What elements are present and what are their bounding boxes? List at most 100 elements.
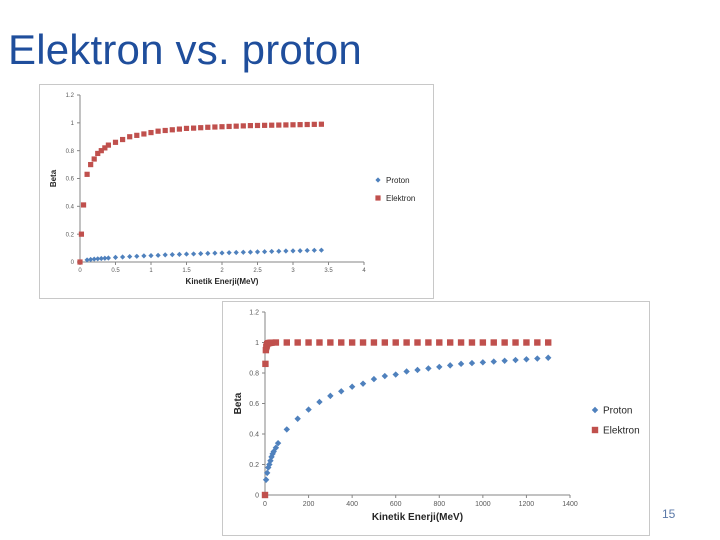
data-point-elektron: [468, 339, 476, 346]
y-tick-label: 0: [255, 492, 259, 499]
y-tick-label: 0.4: [249, 431, 259, 438]
data-point-proton: [490, 358, 497, 365]
x-tick-label: 1400: [562, 501, 578, 508]
data-point-elektron: [219, 124, 225, 130]
data-point-elektron: [191, 125, 197, 131]
data-point-proton: [425, 365, 432, 372]
data-point-proton: [240, 249, 246, 255]
x-tick-label: 1: [149, 268, 153, 274]
legend-marker-proton: [375, 177, 381, 183]
page-number: 15: [662, 507, 676, 521]
data-point-elektron: [127, 134, 133, 140]
data-point-proton: [141, 253, 147, 259]
data-point-elektron: [446, 339, 454, 346]
data-point-proton: [254, 249, 261, 255]
series-proton: [261, 354, 552, 499]
data-point-elektron: [205, 124, 211, 130]
data-point-proton: [88, 256, 94, 263]
legend-marker-proton: [591, 406, 599, 414]
data-point-elektron: [262, 122, 268, 128]
data-point-proton: [127, 253, 133, 260]
data-point-proton: [226, 250, 232, 256]
data-point-proton: [290, 248, 296, 254]
y-tick-label: 1: [71, 121, 75, 127]
data-point-proton: [176, 251, 182, 257]
x-tick-label: 3: [291, 268, 295, 274]
data-point-proton: [283, 248, 289, 254]
x-axis-title: Kinetik Enerji(MeV): [186, 277, 259, 286]
data-point-elektron: [392, 339, 399, 346]
data-point-elektron: [327, 339, 334, 346]
data-point-elektron: [534, 339, 541, 346]
data-point-proton: [247, 249, 253, 255]
legend-label-proton: Proton: [603, 406, 632, 417]
data-point-proton: [297, 248, 303, 254]
data-point-elektron: [262, 360, 269, 368]
data-point-proton: [169, 252, 175, 258]
y-tick-label: 0.6: [66, 177, 75, 183]
x-tick-label: 1.5: [182, 268, 191, 274]
data-point-elektron: [134, 132, 140, 138]
data-point-elektron: [105, 142, 111, 148]
data-point-elektron: [545, 339, 552, 346]
data-point-proton: [534, 355, 541, 362]
legend-label-elektron: Elektron: [603, 426, 640, 437]
data-point-elektron: [359, 339, 367, 346]
data-point-proton: [381, 372, 389, 380]
data-point-elektron: [102, 145, 108, 151]
data-point-elektron: [297, 122, 303, 128]
data-point-elektron: [305, 339, 312, 346]
data-point-proton: [212, 250, 218, 256]
data-point-proton: [205, 250, 211, 256]
data-point-proton: [269, 248, 275, 255]
data-point-proton: [359, 380, 367, 387]
data-point-proton: [468, 359, 476, 367]
data-point-proton: [267, 457, 274, 464]
data-point-proton: [523, 356, 530, 363]
x-tick-label: 0: [263, 501, 267, 508]
data-point-proton: [392, 371, 399, 378]
data-point-elektron: [414, 339, 421, 346]
data-point-proton: [311, 247, 317, 253]
data-point-proton: [446, 362, 454, 369]
y-tick-label: 1.2: [66, 93, 75, 99]
x-tick-label: 1000: [475, 501, 491, 508]
data-point-elektron: [370, 339, 378, 346]
data-point-elektron: [381, 339, 389, 346]
data-point-elektron: [479, 339, 487, 346]
data-point-proton: [283, 426, 290, 433]
legend-label-proton: Proton: [386, 176, 410, 185]
data-point-proton: [191, 251, 197, 257]
data-point-elektron: [290, 122, 296, 128]
data-point-elektron: [240, 123, 246, 129]
y-tick-label: 0.2: [249, 462, 259, 469]
data-point-elektron: [84, 171, 90, 177]
data-point-elektron: [403, 339, 410, 346]
chart-low-energy: 0 0.2 0.4 0.6 0.8 1 1.2 0 0.5 1 1.5 2 2.5 3 3.5 4 Kineti…: [39, 84, 434, 299]
data-point-proton: [272, 444, 280, 451]
data-point-elektron: [261, 491, 269, 499]
data-point-elektron: [176, 126, 182, 132]
x-axis-title: Kinetik Enerji(MeV): [372, 512, 463, 523]
x-tick-label: 600: [390, 501, 402, 508]
data-point-elektron: [169, 127, 175, 133]
data-point-elektron: [457, 339, 465, 346]
data-point-elektron: [512, 339, 519, 346]
data-point-proton: [338, 388, 345, 395]
data-point-proton: [316, 398, 323, 406]
data-point-proton: [370, 375, 378, 383]
chart-high-energy-svg: 0 0.2 0.4 0.6 0.8 1 1.2 0 200 400 600 800 1000 1200 14…: [233, 309, 640, 523]
data-point-elektron: [120, 136, 126, 143]
data-point-elektron: [501, 339, 508, 346]
data-point-elektron: [283, 339, 290, 346]
x-tick-label: 400: [346, 501, 358, 508]
data-point-proton: [219, 250, 225, 256]
data-point-proton: [501, 357, 508, 364]
y-tick-label: 0.8: [249, 370, 259, 377]
data-point-proton: [134, 253, 140, 259]
data-point-elektron: [311, 121, 317, 127]
legend-label-elektron: Elektron: [386, 194, 415, 203]
data-point-elektron: [88, 161, 94, 168]
data-point-proton: [265, 464, 272, 471]
data-point-elektron: [348, 339, 356, 346]
